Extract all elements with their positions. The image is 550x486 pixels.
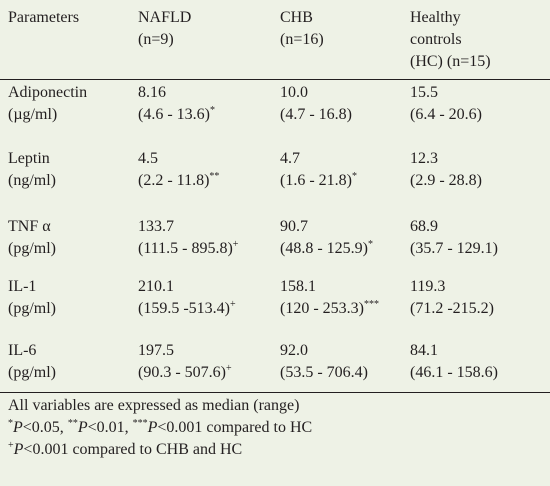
hc-cell: 119.3 (71.2 -215.2) [410,277,494,317]
footnote-significance-chb-hc: +P<0.001 compared to CHB and HC [8,439,243,458]
chb-cell: 4.7 (1.6 - 21.8)* [280,149,357,189]
table-footnotes: All variables are expressed as median (r… [0,392,550,461]
hc-cell: 84.1 (46.1 - 158.6) [410,341,498,381]
table-row: Leptin (ng/ml) 4.5 (2.2 - 11.8)** 4.7 (1.6 … [0,141,550,210]
table-row: TNF α (pg/ml) 133.7 (111.5 - 895.8)+ 90.7(… [0,210,550,272]
header-parameters: Parameters [8,9,80,26]
footnote-cell: All variables are expressed as median (r… [0,392,550,461]
header-chb: CHB (n=16) [280,9,324,48]
chb-cell: 158.1 (120 - 253.3)*** [280,277,379,317]
table-row: IL-1 (pg/ml) 210.1 (159.5 -513.4)+ 158.1 (1… [0,272,550,334]
table-row: IL-6 (pg/ml) 197.5 (90.3 - 507.6)+ 92.0 (53… [0,334,550,392]
nafld-cell: 4.5 (2.2 - 11.8)** [138,149,220,189]
chb-cell: 10.0 (4.7 - 16.8) [280,83,352,123]
hc-cell: 68.9 (35.7 - 129.1) [410,217,498,257]
param-cell: IL-1 (pg/ml) [8,277,56,317]
table-row: Adiponectin (µg/ml) 8.16 (4.6 - 13.6)* 10.… [0,79,550,141]
footnote-significance-hc: *P<0.05, **P<0.01, ***P<0.001 compared t… [8,417,313,436]
footnote-median: All variables are expressed as median (r… [8,396,300,414]
param-cell: TNF α (pg/ml) [8,217,56,257]
table-header-row: Parameters NAFLD (n=9) CHB (n=16) Health… [0,0,550,79]
header-hc: Healthy controls (HC) (n=15) [410,9,491,70]
nafld-cell: 8.16 (4.6 - 13.6)* [138,83,215,123]
param-cell: Adiponectin (µg/ml) [8,83,88,123]
param-cell: Leptin (ng/ml) [8,149,56,189]
nafld-cell: 133.7 (111.5 - 895.8)+ [138,217,239,257]
cytokine-table: Parameters NAFLD (n=9) CHB (n=16) Health… [0,0,550,461]
chb-cell: 92.0 (53.5 - 706.4) [280,341,368,381]
nafld-cell: 210.1 (159.5 -513.4)+ [138,277,236,317]
header-nafld: NAFLD (n=9) [138,9,192,48]
hc-cell: 12.3 (2.9 - 28.8) [410,149,482,189]
nafld-cell: 197.5 (90.3 - 507.6)+ [138,341,232,381]
param-cell: IL-6 (pg/ml) [8,341,56,381]
hc-cell: 15.5 (6.4 - 20.6) [410,83,482,123]
chb-cell: 90.7 (48.8 - 125.9)* [280,217,373,257]
